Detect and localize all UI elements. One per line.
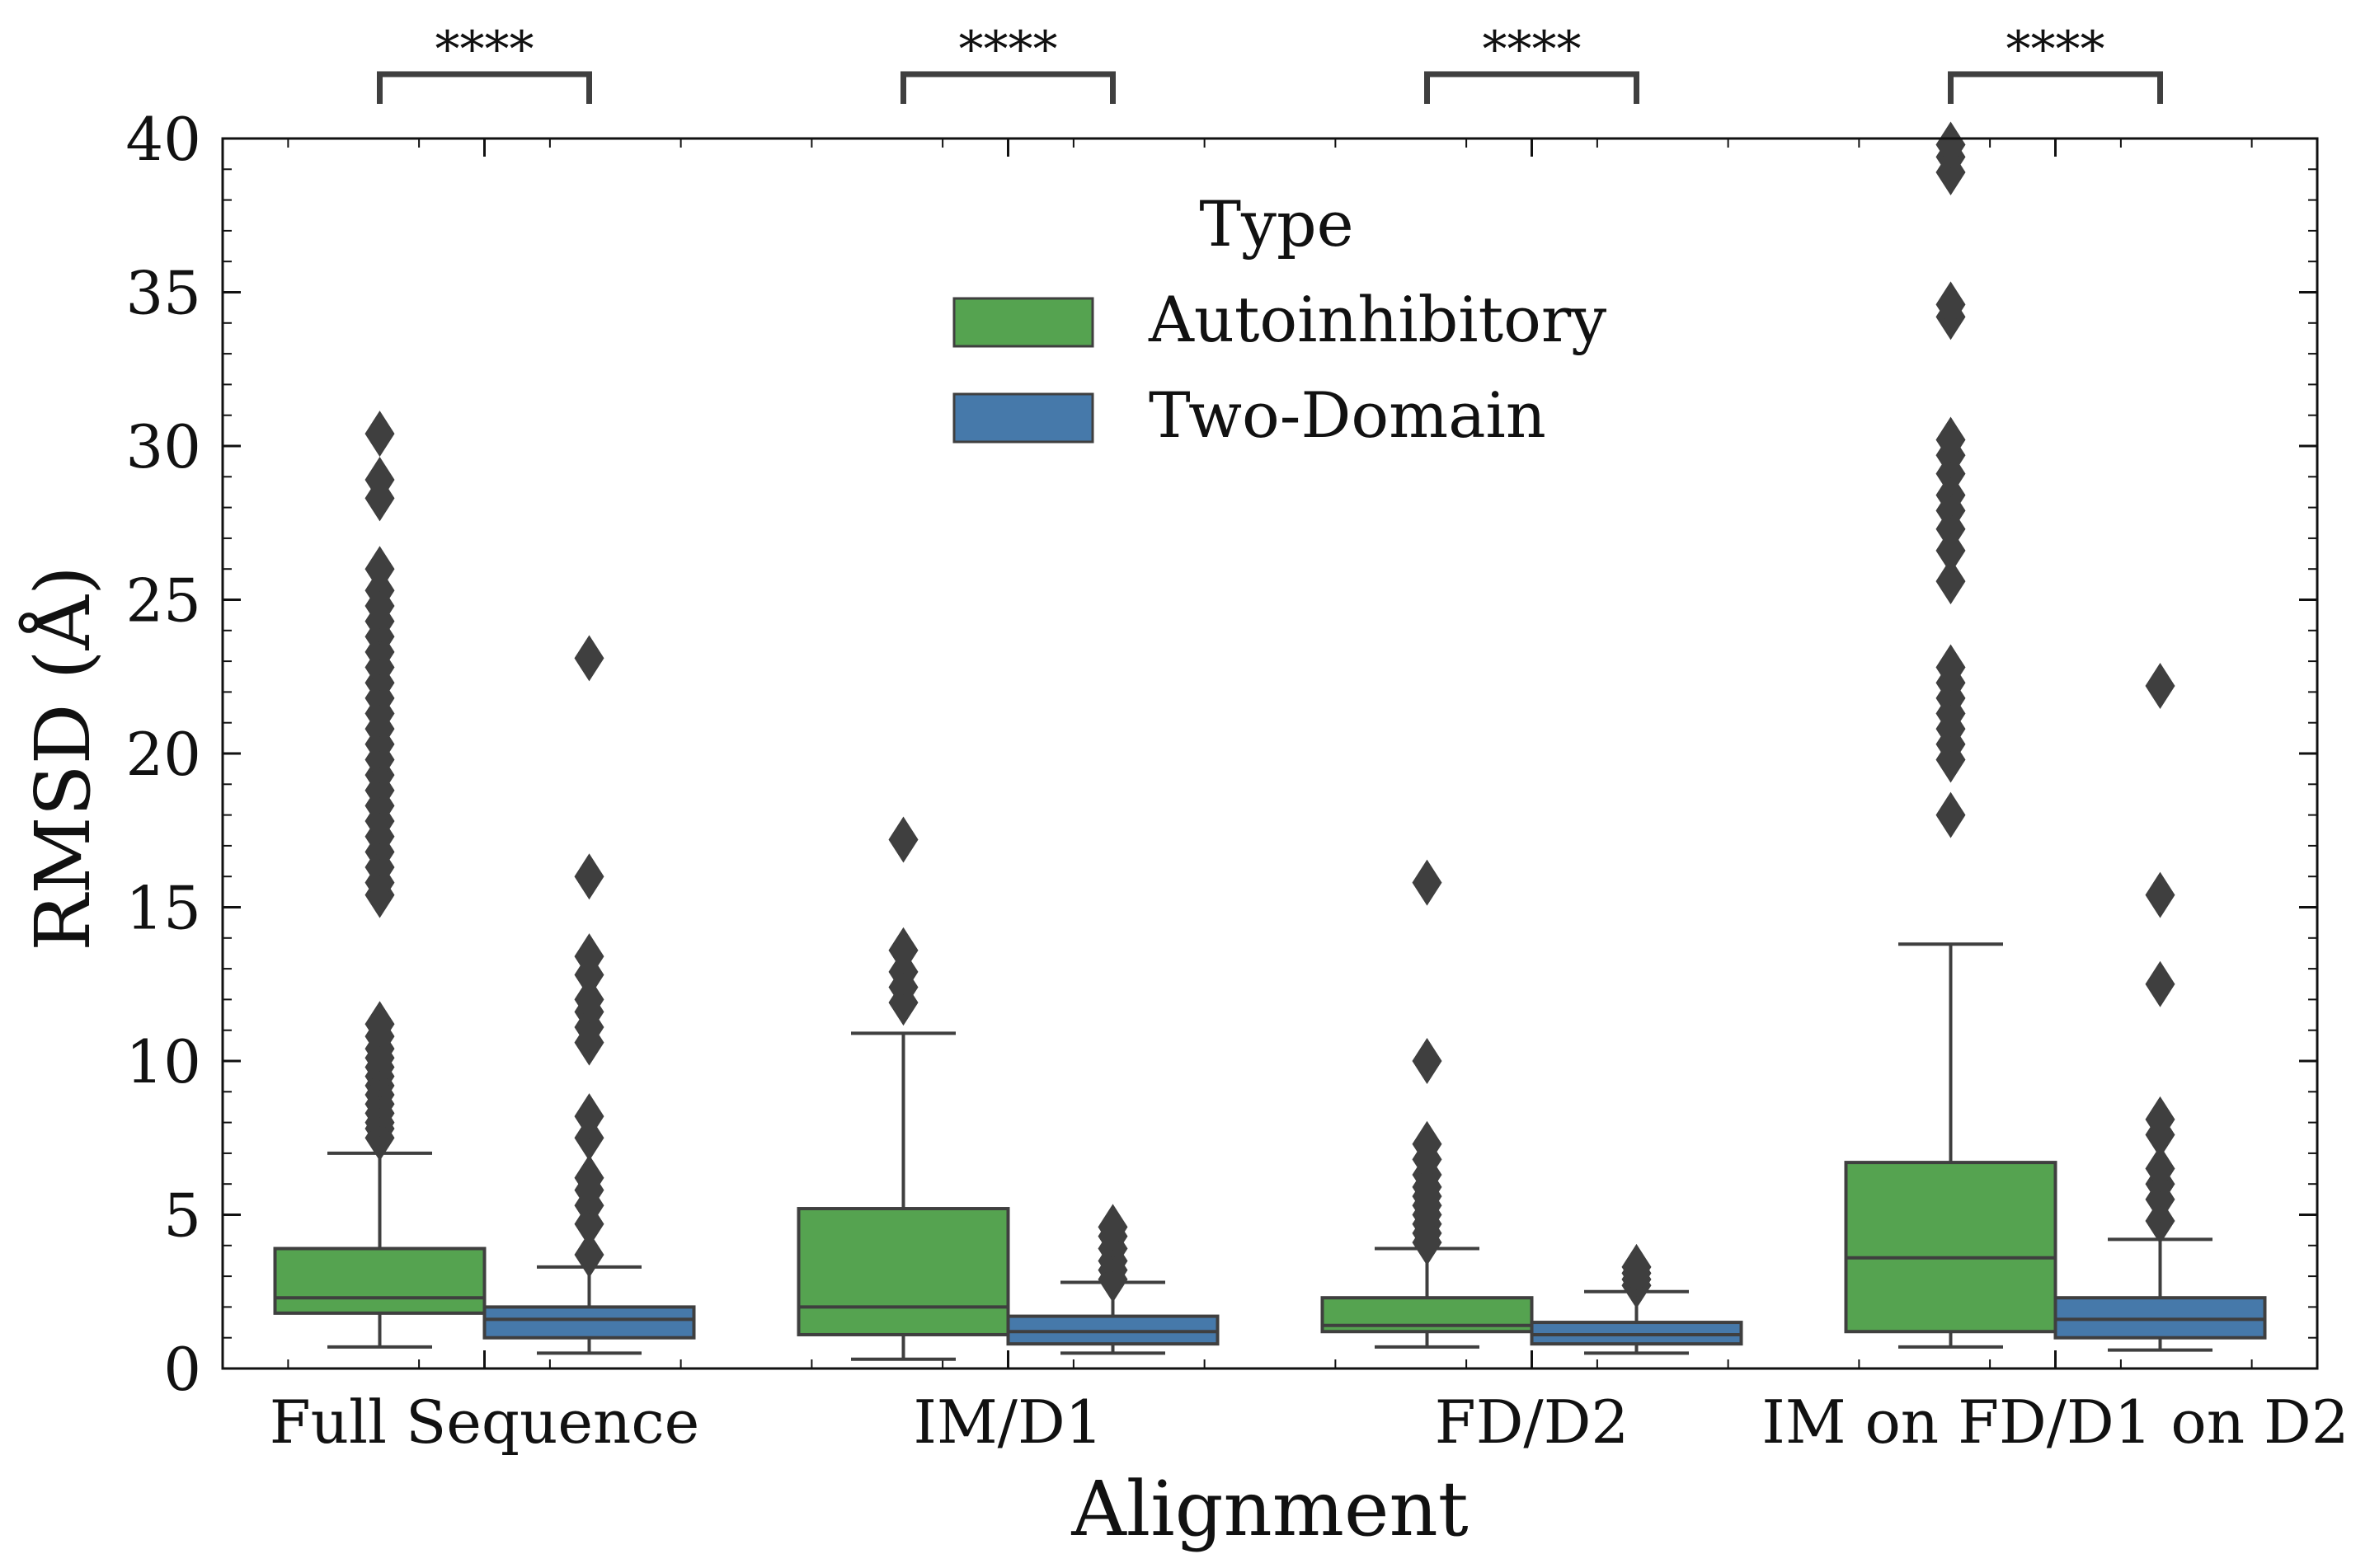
- outlier-point: [574, 976, 604, 1023]
- labels-layer: 0 5 10 15 20 25 30 35 40 Full Sequence IM/D1 FD/D2 I…: [125, 105, 2349, 1457]
- significance-label: ****: [2006, 21, 2105, 78]
- legend-label-autoinhibitory: Autoinhibitory: [1148, 283, 1606, 356]
- box-autoinhibitory: [797, 1207, 1010, 1336]
- legend-swatch-two-domain: [952, 392, 1094, 444]
- significance-bracket: [901, 71, 1116, 104]
- x-tick-label: IM/D1: [914, 1387, 1103, 1457]
- legend-label-two-domain: Two-Domain: [1149, 378, 1546, 452]
- outlier-point: [2145, 1096, 2175, 1143]
- outlier-point: [364, 1001, 395, 1048]
- legend: Type Autoinhibitory Two-Domain: [952, 187, 1606, 452]
- plot-frame: [221, 137, 2319, 1370]
- outlier-point: [2145, 871, 2175, 918]
- y-tick-label: 5: [163, 1181, 201, 1251]
- outlier-point: [1935, 644, 1966, 691]
- outlier-point: [888, 927, 919, 974]
- outlier-point: [2145, 960, 2175, 1007]
- box-autoinhibitory: [1844, 1161, 2057, 1334]
- significance-bracket: [1948, 71, 2163, 104]
- outlier-point: [574, 1154, 604, 1201]
- y-tick-label: 35: [125, 259, 201, 328]
- x-tick-label: FD/D2: [1435, 1387, 1629, 1457]
- x-tick-label: IM on FD/D1 on D2: [1761, 1387, 2349, 1457]
- legend-swatch-autoinhibitory: [952, 297, 1094, 348]
- box-two-domain: [482, 1305, 696, 1340]
- ticks-layer: [223, 137, 2317, 1370]
- box-autoinhibitory: [273, 1246, 487, 1315]
- y-tick-label: 0: [163, 1335, 201, 1404]
- significance-bracket: [377, 71, 592, 104]
- significance-bracket: [1424, 71, 1639, 104]
- outlier-point: [1935, 416, 1966, 463]
- outlier-point: [2145, 1145, 2175, 1192]
- y-tick-label: 40: [125, 105, 201, 174]
- y-tick-label: 15: [125, 874, 201, 943]
- outlier-point: [364, 546, 395, 593]
- outlier-point: [2145, 662, 2175, 709]
- outlier-point: [1412, 1038, 1442, 1084]
- outlier-point: [364, 411, 395, 458]
- significance-label: ****: [435, 21, 534, 78]
- significance-label: ****: [1483, 21, 1582, 78]
- outlier-point: [574, 1231, 604, 1278]
- y-tick-label: 10: [125, 1027, 201, 1096]
- outlier-point: [1412, 859, 1442, 906]
- significance-label: ****: [959, 21, 1058, 78]
- outlier-point: [1935, 281, 1966, 328]
- outlier-point: [364, 457, 395, 504]
- outlier-point: [1935, 791, 1966, 838]
- outlier-point: [574, 1093, 604, 1140]
- x-tick-label: Full Sequence: [270, 1387, 700, 1457]
- significance-layer: **** **** **** ****: [377, 21, 2163, 104]
- outlier-point: [1098, 1204, 1128, 1251]
- outlier-point: [888, 816, 919, 863]
- outlier-point: [574, 635, 604, 682]
- outliers-layer: [364, 121, 2175, 1309]
- outlier-point: [1621, 1243, 1652, 1290]
- outlier-point: [1935, 121, 1966, 168]
- outlier-point: [1935, 558, 1966, 605]
- outlier-point: [574, 853, 604, 900]
- y-tick-label: 30: [125, 412, 201, 481]
- y-tick-label: 20: [125, 720, 201, 789]
- x-axis-title: Alignment: [1070, 1465, 1468, 1553]
- outlier-point: [1412, 1120, 1442, 1167]
- y-axis-title: RMSD (Å): [18, 566, 107, 951]
- y-tick-label: 25: [125, 566, 201, 636]
- legend-title: Type: [1199, 187, 1353, 261]
- boxes-layer: [273, 942, 2267, 1361]
- outlier-point: [574, 933, 604, 980]
